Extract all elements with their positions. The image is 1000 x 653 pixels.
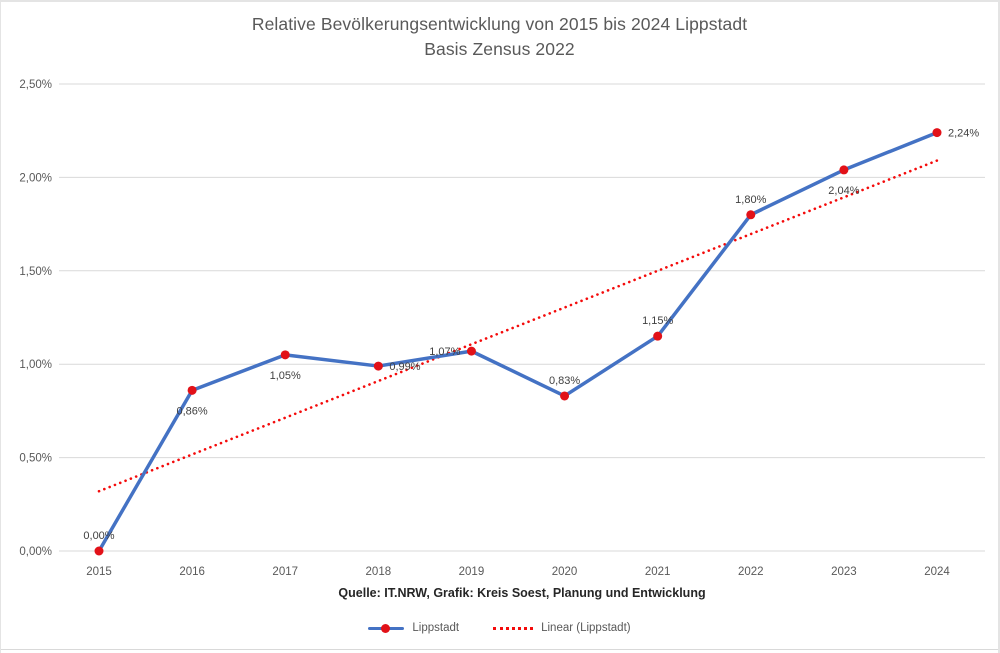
trend-line (97, 159, 939, 493)
data-point-marker (373, 361, 383, 371)
y-axis-tick-label: 1,00% (19, 359, 52, 371)
source-note: Quelle: IT.NRW, Grafik: Kreis Soest, Pla… (338, 586, 706, 600)
x-axis-tick-label: 2017 (272, 566, 298, 578)
series-line-marker-icon (368, 623, 405, 633)
x-axis-tick-label: 2022 (738, 566, 764, 578)
data-point-label: 1,07% (429, 346, 460, 358)
legend-label-series: Lippstadt (412, 622, 460, 634)
data-point-label: 0,99% (389, 361, 420, 373)
data-point-marker (932, 128, 942, 138)
x-axis-tick-label: 2016 (179, 566, 205, 578)
data-point-label: 0,83% (549, 375, 580, 387)
legend-item-lippstadt: Lippstadt (368, 622, 459, 634)
x-axis-tick-label: 2015 (86, 566, 112, 578)
chart-title-line1: Relative Bevölkerungsentwicklung von 201… (251, 14, 748, 34)
x-axis-tick-label: 2019 (459, 566, 485, 578)
data-point-marker (280, 350, 290, 360)
x-axis-tick-label: 2021 (645, 566, 671, 578)
data-point-marker (839, 165, 849, 175)
data-point-marker (653, 331, 663, 341)
data-point-label: 1,15% (642, 315, 673, 327)
chart-title-line2: Basis Zensus 2022 (424, 39, 575, 59)
x-axis-tick-label: 2024 (924, 566, 950, 578)
data-point-marker (187, 385, 197, 395)
data-point-label: 1,80% (735, 194, 766, 206)
data-point-marker (94, 546, 104, 556)
data-point-label: 2,24% (948, 128, 979, 140)
x-axis-tick-label: 2023 (831, 566, 857, 578)
y-axis-tick-label: 0,00% (19, 546, 52, 558)
line-chart-plot: 0,00% 0,50% 1,00% 1,50% 2,00% 2,50% 2015 2016 20… (19, 79, 985, 578)
series-line (97, 130, 939, 553)
x-axis-tick-label: 2020 (552, 566, 578, 578)
legend-label-trend: Linear (Lippstadt) (541, 622, 631, 634)
data-point-label: 0,00% (83, 530, 114, 542)
chart-title: Relative Bevölkerungsentwicklung von 201… (1, 12, 998, 62)
bottom-divider (1, 649, 998, 650)
y-axis-tick-label: 2,50% (19, 79, 52, 91)
trendline-dotted-icon (493, 626, 534, 630)
chart-legend: Lippstadt Linear (Lippstadt) (1, 622, 998, 634)
data-point-marker (560, 391, 570, 401)
data-point-label: 0,86% (177, 405, 208, 417)
y-axis-tick-label: 2,00% (19, 172, 52, 184)
legend-item-linear: Linear (Lippstadt) (493, 622, 631, 634)
data-point-label: 2,04% (828, 185, 859, 197)
y-axis-tick-label: 0,50% (19, 453, 52, 465)
x-axis-tick-label: 2018 (366, 566, 392, 578)
y-axis-tick-label: 1,50% (19, 266, 52, 278)
data-point-marker (466, 346, 476, 356)
data-point-marker (746, 210, 756, 220)
data-point-label: 1,05% (270, 370, 301, 382)
